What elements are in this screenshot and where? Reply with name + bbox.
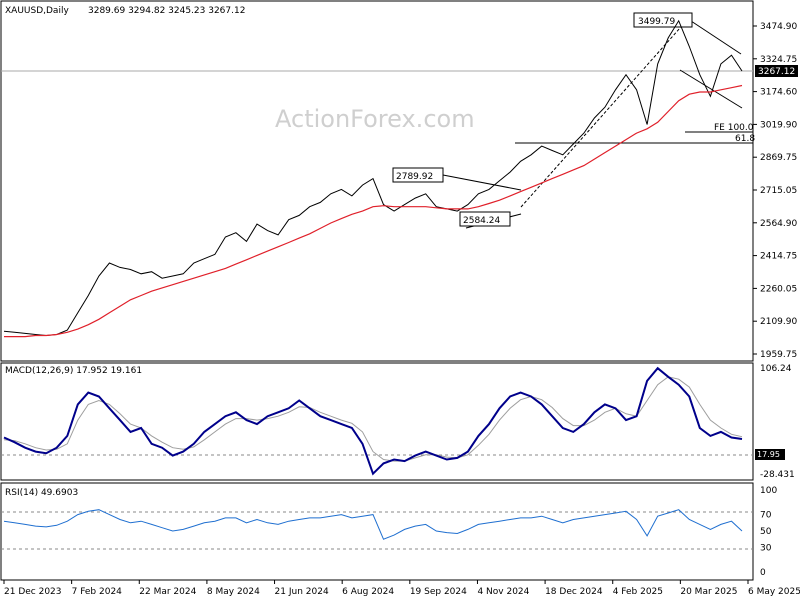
macd-panel bbox=[0, 362, 754, 481]
price-title: XAUUSD,Daily bbox=[5, 6, 69, 16]
trend-dashed-line bbox=[520, 18, 689, 208]
price-y-tick-label: 3324.75 bbox=[760, 55, 797, 65]
svg-text:17.95: 17.95 bbox=[757, 450, 780, 459]
x-tick-label: 8 May 2024 bbox=[207, 587, 260, 597]
macd-y-tick-label: -28.431 bbox=[760, 470, 795, 480]
x-tick-label: 22 Mar 2024 bbox=[139, 587, 196, 597]
x-tick-label: 6 Aug 2024 bbox=[342, 587, 394, 597]
x-tick-label: 18 Dec 2024 bbox=[545, 587, 603, 597]
rsi-y-tick-label: 70 bbox=[760, 511, 772, 521]
rsi-y-tick-label: 100 bbox=[760, 486, 777, 496]
rsi-title: RSI(14) 49.6903 bbox=[5, 488, 78, 498]
price-y-tick-label: 2715.05 bbox=[760, 186, 797, 196]
rsi-y-tick-label: 50 bbox=[760, 527, 772, 537]
rsi-y-ticks: 100 70 50 30 0 bbox=[760, 486, 777, 578]
channel-upper-line bbox=[687, 18, 742, 55]
annotation-high: 3499.79 bbox=[633, 12, 693, 28]
svg-text:2789.92: 2789.92 bbox=[396, 172, 433, 182]
price-y-ticks: 3474.90 3324.75 3174.60 3019.90 2869.75 2715.… bbox=[753, 22, 797, 360]
rsi-panel bbox=[0, 482, 754, 581]
x-tick-label: 4 Feb 2025 bbox=[613, 587, 663, 597]
triangle-upper-line bbox=[442, 174, 522, 191]
x-tick-label: 19 Sep 2024 bbox=[410, 587, 467, 597]
svg-text:2584.24: 2584.24 bbox=[463, 216, 500, 226]
price-series bbox=[3, 19, 743, 337]
price-y-tick-label: 1959.75 bbox=[760, 350, 797, 360]
x-tick-label: 21 Dec 2023 bbox=[4, 587, 62, 597]
price-y-tick-label: 2260.05 bbox=[760, 284, 797, 294]
watermark: ActionForex.com bbox=[275, 105, 475, 133]
annotation-peak: 2789.92 bbox=[392, 167, 444, 183]
x-tick-label: 6 May 2025 bbox=[748, 587, 800, 597]
price-ohlc: 3289.69 3294.82 3245.23 3267.12 bbox=[88, 6, 245, 16]
price-y-tick-label: 3019.90 bbox=[760, 120, 797, 130]
fib-label: 61.8 bbox=[735, 134, 755, 144]
macd-series bbox=[3, 366, 743, 476]
channel-lower-line bbox=[679, 69, 743, 109]
macd-y-ticks: 106.240.00-28.431 bbox=[760, 364, 795, 480]
macd-title: MACD(12,26,9) 17.952 19.161 bbox=[5, 366, 142, 376]
svg-text:3267.12: 3267.12 bbox=[758, 67, 795, 77]
signal-series bbox=[3, 376, 743, 462]
price-y-tick-label: 3174.60 bbox=[760, 88, 797, 98]
ma-series bbox=[4, 84, 743, 338]
price-y-tick-label: 2414.75 bbox=[760, 252, 797, 262]
x-tick-label: 20 Mar 2025 bbox=[680, 587, 737, 597]
macd-badge: 17.95 bbox=[755, 449, 785, 460]
x-axis-ticks: 21 Dec 2023 7 Feb 2024 22 Mar 2024 8 May 20… bbox=[3, 580, 800, 597]
svg-text:3499.79: 3499.79 bbox=[638, 17, 675, 27]
fe-label: FE 100.0 bbox=[714, 123, 754, 133]
price-y-tick-label: 2564.90 bbox=[760, 219, 797, 229]
last-price-badge: 3267.12 bbox=[755, 65, 798, 77]
x-tick-label: 7 Feb 2024 bbox=[72, 587, 123, 597]
price-y-tick-label: 2109.90 bbox=[760, 317, 797, 327]
x-tick-label: 4 Nov 2024 bbox=[477, 587, 529, 597]
rsi-y-tick-label: 30 bbox=[760, 543, 772, 553]
price-panel bbox=[0, 0, 754, 362]
annotation-trough: 2584.24 bbox=[459, 211, 511, 227]
price-y-tick-label: 3474.90 bbox=[760, 22, 797, 32]
rsi-series bbox=[3, 509, 743, 540]
price-y-tick-label: 2869.75 bbox=[760, 153, 797, 163]
x-tick-label: 21 Jun 2024 bbox=[275, 587, 329, 597]
rsi-y-tick-label: 0 bbox=[760, 568, 766, 578]
macd-y-tick-label: 106.24 bbox=[760, 364, 792, 374]
